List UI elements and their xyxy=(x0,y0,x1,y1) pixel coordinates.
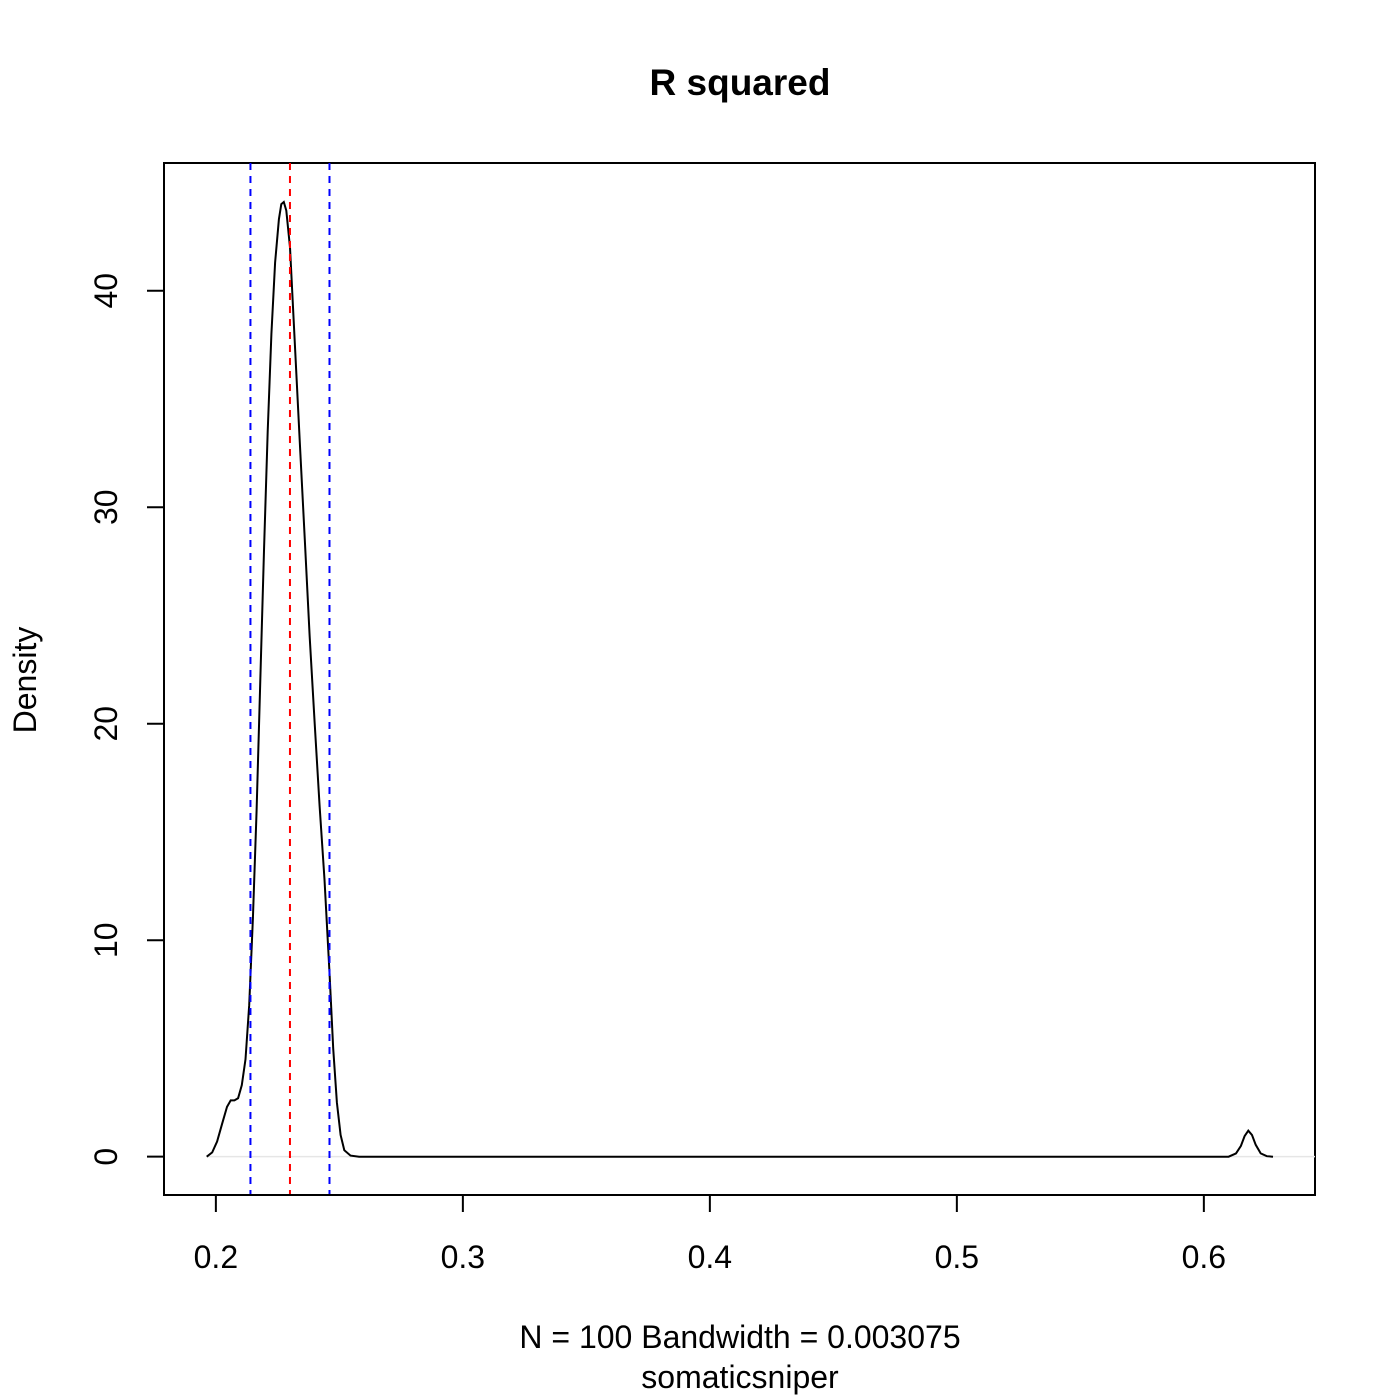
y-tick-label: 0 xyxy=(88,1148,124,1166)
plot-marks xyxy=(206,163,1315,1195)
y-tick-label: 10 xyxy=(88,922,124,958)
x-tick-label: 0.3 xyxy=(441,1239,485,1275)
x-tick-label: 0.2 xyxy=(194,1239,238,1275)
y-axis-label: Density xyxy=(7,627,43,734)
y-tick-label: 20 xyxy=(88,706,124,742)
x-axis: 0.2 0.3 0.4 0.5 0.6 xyxy=(194,1194,1226,1275)
x-axis-label-stats: N = 100 Bandwidth = 0.003075 xyxy=(519,1319,960,1355)
y-axis: 0 10 20 30 40 xyxy=(88,273,165,1166)
x-tick-label: 0.4 xyxy=(688,1239,732,1275)
x-axis-label: somaticsniper xyxy=(641,1359,839,1395)
x-tick-label: 0.5 xyxy=(935,1239,979,1275)
x-tick-label: 0.6 xyxy=(1182,1239,1226,1275)
y-tick-label: 30 xyxy=(88,489,124,525)
y-tick-label: 40 xyxy=(88,273,124,309)
chart-title: R squared xyxy=(650,62,831,103)
plot-frame xyxy=(163,162,1316,1196)
density-curve xyxy=(206,200,1274,1158)
